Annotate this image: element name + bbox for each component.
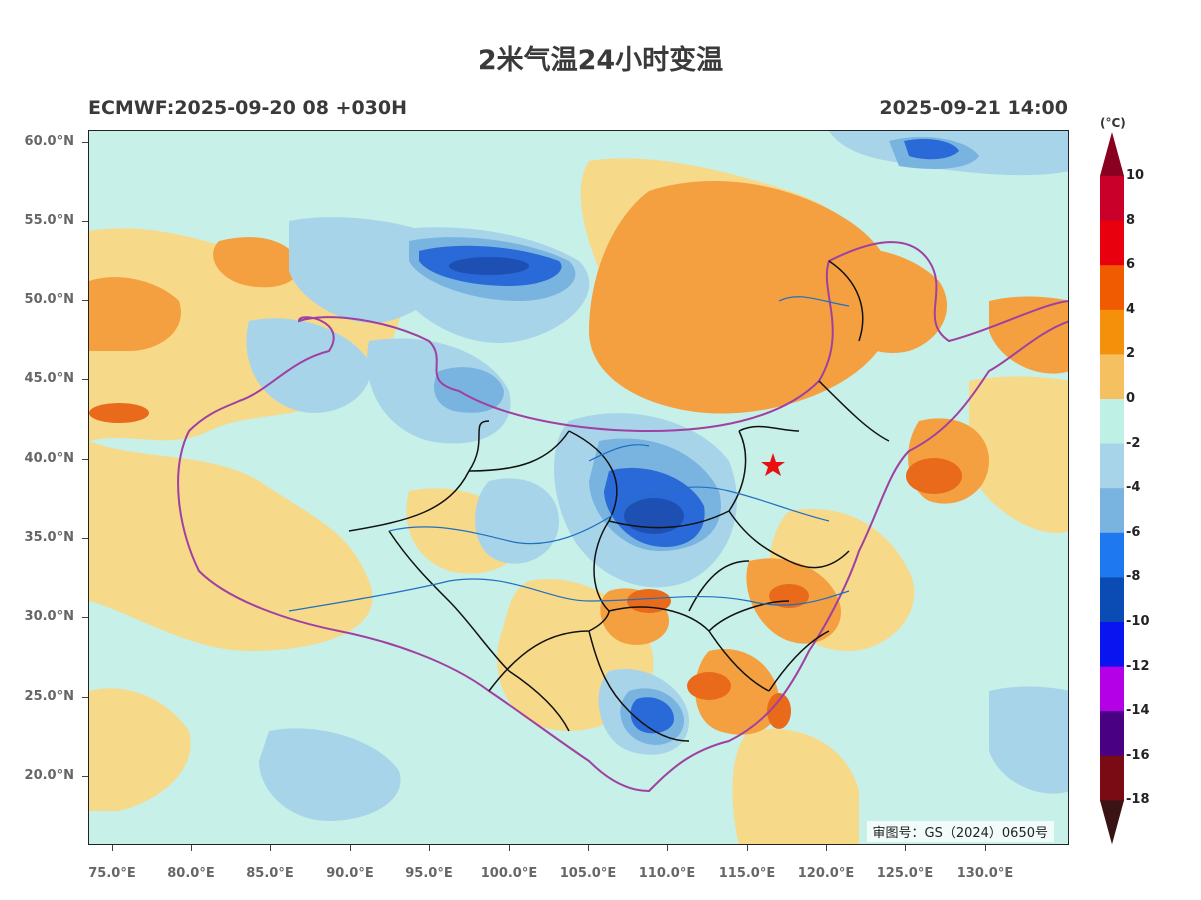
colorbar-tick-label: 0 <box>1126 391 1136 406</box>
model-run-label: ECMWF:2025-09-20 08 +030H <box>88 97 408 119</box>
rivers <box>288 296 850 612</box>
lat-tick <box>82 617 88 618</box>
lon-tick <box>429 845 430 851</box>
colorbar-unit: (°C) <box>1100 116 1126 130</box>
lon-tick-label: 105.0°E <box>559 866 617 881</box>
colorbar-segment <box>1100 399 1124 445</box>
colorbar-segment <box>1100 220 1124 266</box>
lat-tick <box>82 776 88 777</box>
lon-tick-label: 100.0°E <box>480 866 538 881</box>
colorbar-tick-label: -16 <box>1126 747 1150 763</box>
colorbar-tick-label: -6 <box>1126 524 1141 540</box>
lat-tick-label: 40.0°N <box>24 451 74 466</box>
lon-tick <box>667 845 668 851</box>
map-approval-number: 审图号：GS（2024）0650号 <box>866 821 1054 842</box>
colorbar-segment <box>1100 622 1124 668</box>
lat-tick <box>82 142 88 143</box>
colorbar-segment <box>1100 711 1124 757</box>
lon-tick-label: 125.0°E <box>876 866 934 881</box>
colorbar-tick-label: -8 <box>1126 569 1141 585</box>
lon-tick-label: 90.0°E <box>326 866 374 881</box>
colorbar-segment <box>1100 532 1124 578</box>
lat-tick-label: 25.0°N <box>24 689 74 704</box>
temperature-change-map: 审图号：GS（2024）0650号 <box>88 130 1069 845</box>
lat-tick-label: 60.0°N <box>24 134 74 149</box>
lat-tick <box>82 538 88 539</box>
map-title: 2米气温24小时变温 <box>477 45 724 76</box>
province-borders <box>348 260 890 742</box>
lat-tick <box>82 300 88 301</box>
colorbar-segment <box>1100 354 1124 400</box>
colorbar-tick-label: 2 <box>1126 346 1136 362</box>
colorbar-tick-label: -4 <box>1126 480 1141 496</box>
lat-tick-label: 35.0°N <box>24 530 74 545</box>
colorbar-tick-label: -18 <box>1126 792 1150 808</box>
colorbar-top-triangle <box>1100 132 1124 176</box>
colorbar-tick-label: -10 <box>1126 614 1150 629</box>
colorbar-segment <box>1100 443 1124 489</box>
colorbar-segment <box>1100 666 1124 712</box>
colorbar-segment <box>1100 488 1124 534</box>
lon-tick <box>350 845 351 851</box>
lon-tick <box>826 845 827 851</box>
colorbar-segment <box>1100 577 1124 623</box>
lon-tick-label: 75.0°E <box>88 866 136 881</box>
colorbar-tick-label: -14 <box>1126 703 1150 719</box>
lon-tick <box>191 845 192 851</box>
lon-tick-label: 115.0°E <box>718 866 776 881</box>
colorbar-bottom-triangle <box>1100 800 1124 845</box>
lat-tick-label: 55.0°N <box>24 213 74 228</box>
colorbar-segment <box>1100 265 1124 311</box>
colorbar-tick-label: -2 <box>1126 435 1141 451</box>
lon-tick-label: 95.0°E <box>405 866 453 881</box>
lon-tick <box>905 845 906 851</box>
lat-tick-label: 20.0°N <box>24 768 74 783</box>
lon-tick <box>509 845 510 851</box>
colorbar-segment <box>1100 309 1124 355</box>
lat-tick-label: 45.0°N <box>24 371 74 386</box>
colorbar-tick-label: 10 <box>1126 168 1145 183</box>
warm-strong-spots <box>89 403 962 729</box>
lat-tick-label: 50.0°N <box>24 292 74 307</box>
colorbar-tick-label: 4 <box>1126 301 1136 317</box>
lon-tick-label: 130.0°E <box>956 866 1014 881</box>
colorbar-segment <box>1100 755 1124 801</box>
lon-tick <box>588 845 589 851</box>
lat-tick <box>82 379 88 380</box>
colorbar <box>1100 132 1124 845</box>
lon-tick <box>747 845 748 851</box>
national-border <box>177 241 1068 793</box>
lon-tick-label: 120.0°E <box>797 866 855 881</box>
lon-tick-label: 80.0°E <box>167 866 215 881</box>
lon-tick <box>112 845 113 851</box>
lon-tick <box>985 845 986 851</box>
lat-tick <box>82 697 88 698</box>
cold-deep-core <box>449 257 684 534</box>
lat-tick-label: 30.0°N <box>24 609 74 624</box>
lat-tick <box>82 459 88 460</box>
colorbar-tick-label: -12 <box>1126 658 1150 674</box>
colorbar-segment <box>1100 176 1124 222</box>
lon-tick <box>270 845 271 851</box>
valid-time-label: 2025-09-21 14:00 <box>879 97 1068 119</box>
map-canvas <box>89 131 1068 844</box>
colorbar-tick-label: 6 <box>1126 257 1136 273</box>
lon-tick-label: 85.0°E <box>246 866 294 881</box>
lat-tick <box>82 221 88 222</box>
beijing-star-marker <box>761 453 785 476</box>
colorbar-tick-label: 8 <box>1126 212 1136 228</box>
lon-tick-label: 110.0°E <box>638 866 696 881</box>
